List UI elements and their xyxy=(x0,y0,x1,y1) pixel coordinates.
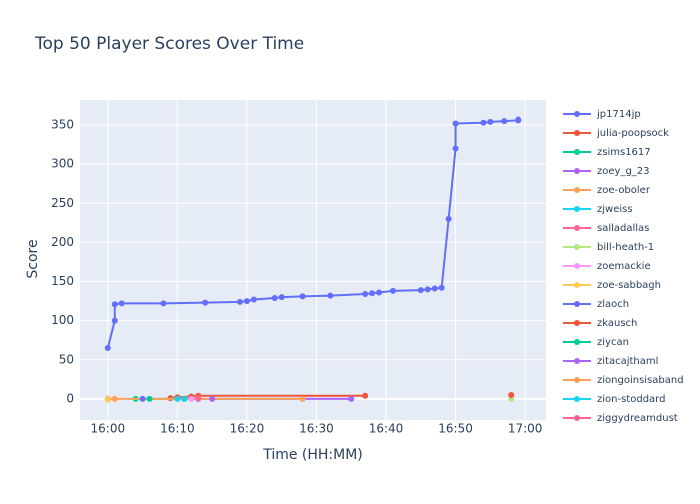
data-point xyxy=(202,299,209,306)
data-point xyxy=(452,120,459,127)
grid xyxy=(80,100,546,420)
legend-marker xyxy=(574,358,580,364)
data-point xyxy=(209,395,216,402)
data-point xyxy=(236,298,243,305)
legend-marker xyxy=(574,149,580,155)
legend-marker xyxy=(574,168,580,174)
data-point xyxy=(445,215,452,222)
y-tick-label: 150 xyxy=(51,274,74,288)
data-point xyxy=(299,395,306,402)
legend-label: zkausch xyxy=(597,318,637,329)
x-tick-label: 16:50 xyxy=(438,422,473,436)
data-point xyxy=(250,296,257,303)
x-tick-label: 16:40 xyxy=(369,422,404,436)
data-point xyxy=(139,395,146,402)
legend-label: zitacajthaml xyxy=(597,356,658,367)
legend-marker xyxy=(574,415,580,421)
y-tick-label: 200 xyxy=(51,235,74,249)
legend-label: ziggydreamdust xyxy=(597,413,678,424)
y-tick-label: 300 xyxy=(51,157,74,171)
data-point xyxy=(243,298,250,305)
legend-label: zoe-sabbagh xyxy=(597,280,661,291)
x-tick-label: 16:00 xyxy=(91,422,126,436)
legend-label: bill-heath-1 xyxy=(597,242,654,253)
data-point xyxy=(362,392,369,399)
data-point xyxy=(104,396,111,403)
legend-marker xyxy=(574,244,580,250)
legend-marker xyxy=(574,225,580,231)
marks xyxy=(104,116,522,403)
data-point xyxy=(271,294,278,301)
data-point xyxy=(146,395,153,402)
y-tick-label: 250 xyxy=(51,196,74,210)
data-point xyxy=(480,119,487,126)
legend-label: zion-stoddard xyxy=(597,394,665,405)
data-point xyxy=(369,290,376,297)
plot-area xyxy=(80,100,546,420)
legend-marker xyxy=(574,320,580,326)
legend-marker xyxy=(574,282,580,288)
data-point xyxy=(174,395,181,402)
data-point xyxy=(111,317,118,324)
legend-label: zoemackie xyxy=(597,261,651,272)
data-point xyxy=(508,391,515,398)
data-point xyxy=(424,286,431,293)
y-tick-label: 50 xyxy=(59,352,74,366)
legend-label: ziongoinsisaband xyxy=(597,375,684,386)
legend-marker xyxy=(574,377,580,383)
legend-label: zsims1617 xyxy=(597,147,651,158)
data-point xyxy=(181,395,188,402)
data-point xyxy=(417,287,424,294)
data-point xyxy=(438,284,445,291)
y-tick-label: 350 xyxy=(51,118,74,132)
data-point xyxy=(118,300,125,307)
x-tick-label: 17:00 xyxy=(508,422,543,436)
legend-label: ziycan xyxy=(597,337,629,348)
legend-marker xyxy=(574,111,580,117)
data-point xyxy=(188,395,195,402)
x-tick-label: 16:30 xyxy=(299,422,334,436)
data-point xyxy=(278,294,285,301)
legend-label: zoe-oboler xyxy=(597,185,651,196)
data-point xyxy=(195,395,202,402)
y-axis-title: Score xyxy=(25,239,41,278)
legend-marker xyxy=(574,396,580,402)
legend-label: julia-poopsock xyxy=(596,128,669,139)
legend-label: zjweiss xyxy=(597,204,633,215)
x-tick-label: 16:10 xyxy=(160,422,195,436)
legend-marker xyxy=(574,187,580,193)
data-point xyxy=(431,285,438,292)
data-point xyxy=(111,395,118,402)
legend-marker xyxy=(574,339,580,345)
y-tick-label: 100 xyxy=(51,313,74,327)
data-point xyxy=(327,292,334,299)
data-point xyxy=(501,118,508,125)
legend-marker xyxy=(574,301,580,307)
legend-marker xyxy=(574,130,580,136)
legend-label: jp1714jp xyxy=(596,109,641,120)
data-point xyxy=(348,395,355,402)
data-point xyxy=(362,291,369,298)
data-point xyxy=(111,301,118,308)
data-point xyxy=(515,116,522,123)
legend-label: zoey_g_23 xyxy=(597,166,650,177)
legend-label: zlaoch xyxy=(597,299,629,310)
y-tick-label: 0 xyxy=(66,391,74,405)
legend-label: salladallas xyxy=(597,223,649,234)
legend-marker xyxy=(574,206,580,212)
data-point xyxy=(487,118,494,125)
data-point xyxy=(389,287,396,294)
data-point xyxy=(104,345,111,352)
legend-marker xyxy=(574,263,580,269)
chart-title: Top 50 Player Scores Over Time xyxy=(34,34,304,54)
data-point xyxy=(160,300,167,307)
data-point xyxy=(452,145,459,152)
data-point xyxy=(376,289,383,296)
x-axis-title: Time (HH:MM) xyxy=(262,447,363,463)
legend: jp1714jp julia-poopsock zsims1617 zoey_g_23… xyxy=(563,109,684,424)
data-point xyxy=(299,293,306,300)
x-tick-label: 16:20 xyxy=(230,422,265,436)
